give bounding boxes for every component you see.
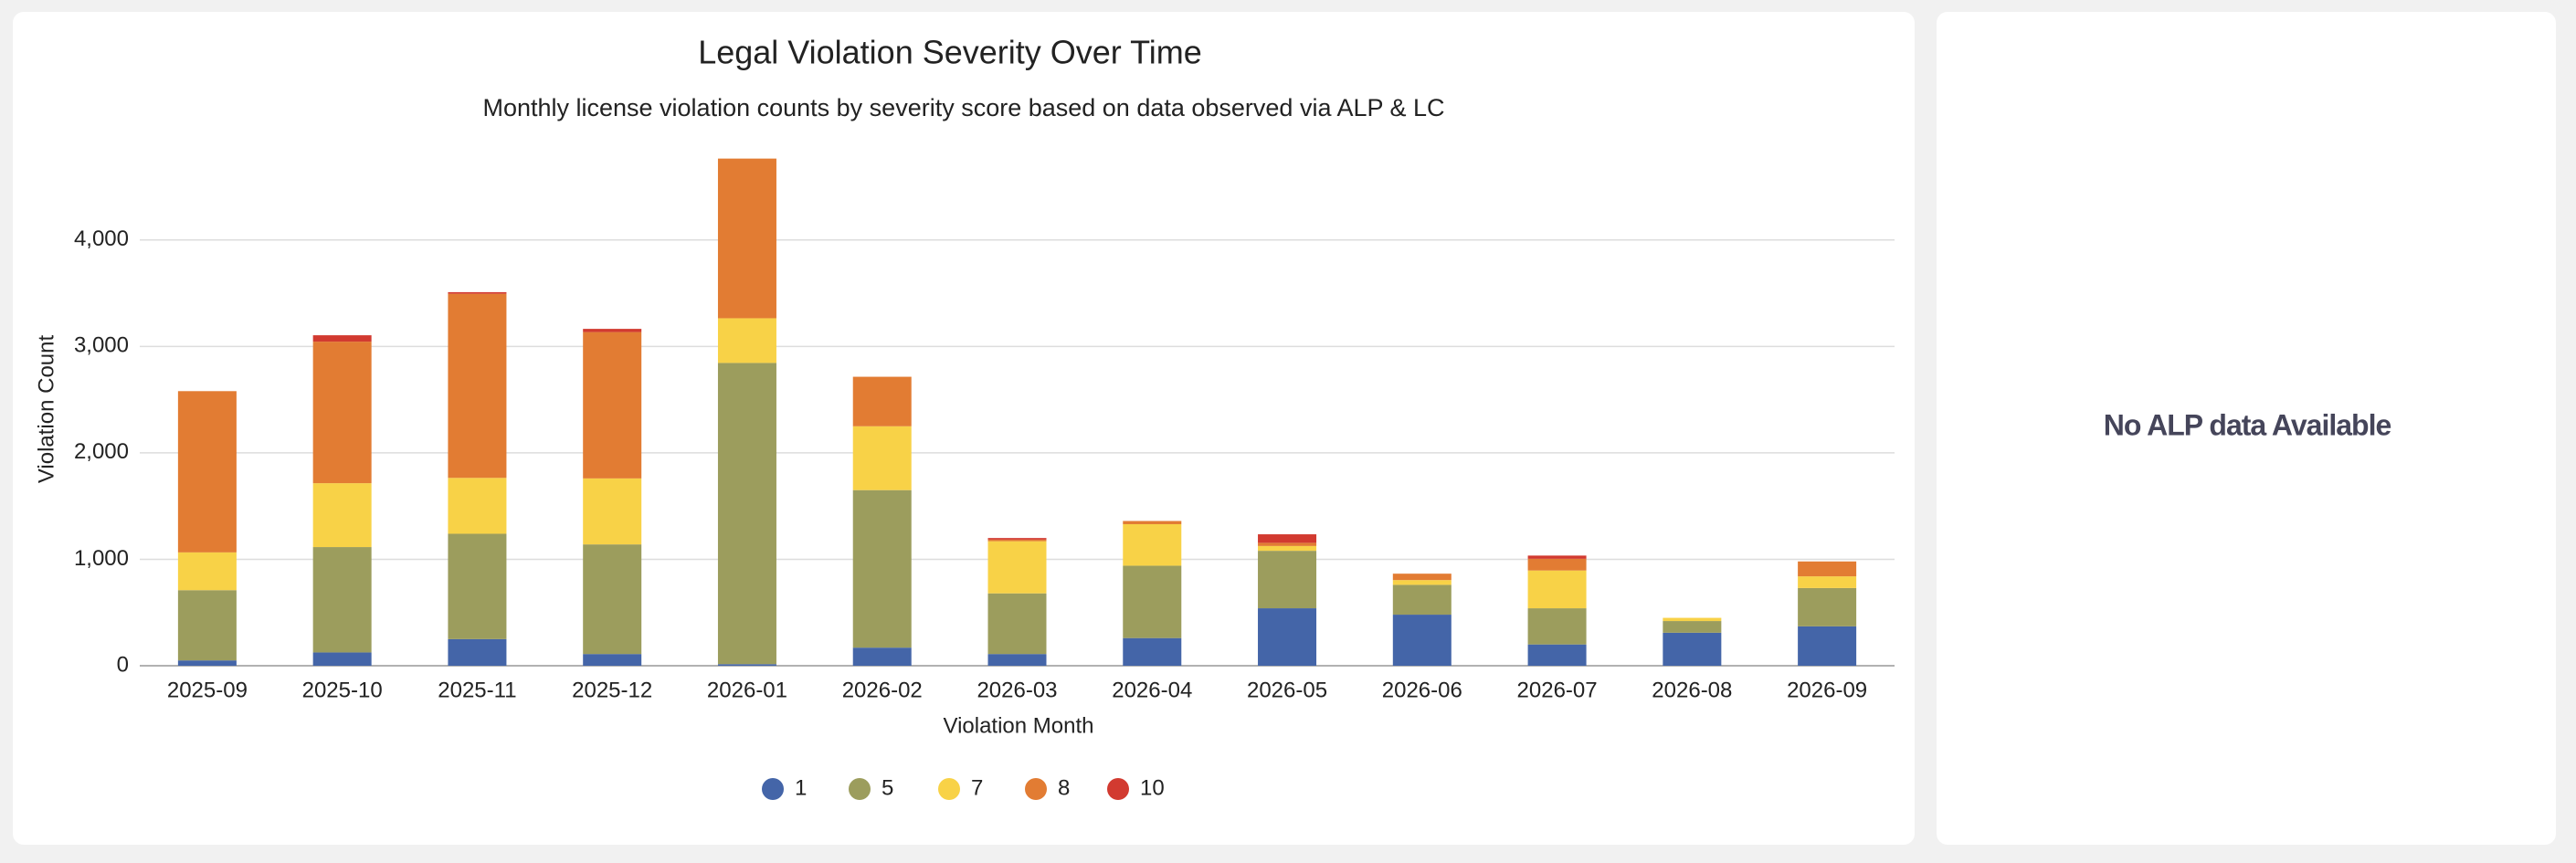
x-tick-label: 2026-05 <box>1247 678 1327 702</box>
legend-label: 7 <box>971 775 983 800</box>
bar-segment <box>852 376 912 426</box>
bar-segment <box>1663 632 1722 666</box>
x-tick-label: 2026-09 <box>1787 678 1867 702</box>
legend-swatch <box>938 778 960 800</box>
bar-segment <box>583 654 642 666</box>
bar-segment <box>987 541 1047 594</box>
x-tick-label: 2026-07 <box>1517 678 1598 702</box>
bar-segment <box>1663 617 1722 622</box>
bar-segment <box>312 652 372 666</box>
y-tick-label: 1,000 <box>74 546 129 571</box>
y-tick-label: 0 <box>117 652 129 677</box>
x-tick-label: 2025-10 <box>302 678 383 702</box>
y-tick-label: 3,000 <box>74 333 129 358</box>
x-tick-label: 2026-02 <box>842 678 923 702</box>
x-tick-label: 2025-09 <box>167 678 248 702</box>
legend-label: 5 <box>882 775 893 800</box>
empty-message: No ALP data Available <box>2104 408 2391 441</box>
bar-segment <box>717 158 776 319</box>
bar-segment <box>583 332 642 479</box>
bar-segment <box>583 478 642 545</box>
bar-segment <box>177 590 237 661</box>
bar-segment <box>177 660 237 666</box>
legend-swatch <box>849 778 871 800</box>
x-tick-label: 2025-12 <box>572 678 652 702</box>
x-tick-label: 2026-08 <box>1652 678 1732 702</box>
bar-segment <box>583 544 642 655</box>
bar-segment <box>1663 621 1722 633</box>
legend-swatch <box>1025 778 1047 800</box>
bar-segment <box>717 664 776 666</box>
bar-segment <box>448 478 507 534</box>
bar-segment <box>1258 542 1317 546</box>
x-tick-label: 2026-03 <box>977 678 1057 702</box>
bar-segment <box>1527 558 1587 571</box>
bar-segment <box>1123 521 1182 524</box>
bar-segment <box>448 638 507 666</box>
bar-segment <box>1527 608 1587 645</box>
legend-swatch <box>762 778 784 800</box>
bar-segment <box>1258 534 1317 543</box>
bar-segment <box>1392 584 1452 616</box>
bar-segment <box>1798 561 1857 577</box>
bar-segment <box>177 391 237 553</box>
bar-segment <box>312 335 372 342</box>
bar-segment <box>1798 576 1857 588</box>
bar-segment <box>448 291 507 294</box>
bar-segment <box>987 538 1047 540</box>
x-tick-label: 2026-06 <box>1382 678 1462 702</box>
bar-segment <box>1123 637 1182 666</box>
bar-segment <box>312 342 372 484</box>
bar-segment <box>1392 580 1452 585</box>
x-tick-label: 2026-01 <box>707 678 787 702</box>
bar-segment <box>312 483 372 548</box>
bar-segment <box>852 647 912 666</box>
bar-segment <box>1258 545 1317 552</box>
bar-segment <box>1798 587 1857 626</box>
legend-swatch <box>1107 778 1129 800</box>
legend-label: 8 <box>1058 775 1070 800</box>
bar-segment <box>1258 551 1317 609</box>
bar-segment <box>1392 615 1452 666</box>
bar-segment <box>312 547 372 653</box>
legend-label: 10 <box>1140 775 1165 800</box>
y-tick-label: 4,000 <box>74 226 129 251</box>
bar-segment <box>852 489 912 648</box>
bar-segment <box>177 552 237 591</box>
x-tick-label: 2025-11 <box>438 678 516 702</box>
bar-segment <box>987 654 1047 666</box>
bar-segment <box>1392 574 1452 581</box>
bar-segment <box>1258 608 1317 666</box>
bar-segment <box>1798 626 1857 666</box>
legend-label: 1 <box>795 775 807 800</box>
bar-segment <box>1527 644 1587 666</box>
chart-subtitle: Monthly license violation counts by seve… <box>482 94 1444 121</box>
bar-segment <box>987 593 1047 655</box>
bar-segment <box>448 533 507 639</box>
bar-segment <box>1123 523 1182 566</box>
bar-segment <box>448 293 507 479</box>
bar-segment <box>852 426 912 490</box>
bar-segment <box>1123 565 1182 638</box>
bar-segment <box>987 539 1047 542</box>
side-card <box>1937 12 2556 845</box>
y-tick-label: 2,000 <box>74 439 129 464</box>
bar-segment <box>1527 555 1587 559</box>
bar-segment <box>1527 570 1587 609</box>
chart-title: Legal Violation Severity Over Time <box>698 34 1202 71</box>
bar-segment <box>583 329 642 332</box>
x-axis-title: Violation Month <box>944 713 1094 738</box>
y-axis-title: Violation Count <box>34 335 58 484</box>
bar-segment <box>717 318 776 363</box>
bar-segment <box>717 363 776 665</box>
x-tick-label: 2026-04 <box>1112 678 1192 702</box>
